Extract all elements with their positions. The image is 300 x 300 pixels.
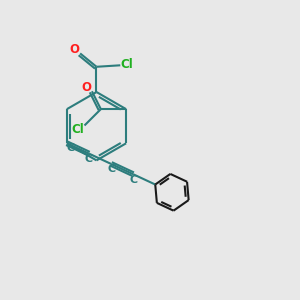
Text: C: C [85,154,93,164]
Text: C: C [66,143,74,153]
Text: O: O [81,81,91,94]
Text: C: C [129,175,137,184]
Text: Cl: Cl [72,122,84,136]
Text: O: O [70,43,80,56]
Text: C: C [107,164,115,174]
Text: Cl: Cl [120,58,133,71]
